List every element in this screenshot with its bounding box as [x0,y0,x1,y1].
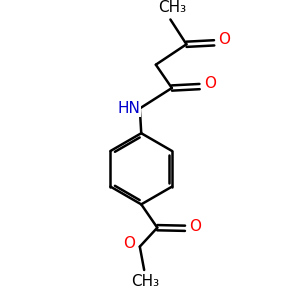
Text: CH₃: CH₃ [132,274,160,289]
Text: O: O [123,236,135,251]
Text: HN: HN [117,101,140,116]
Text: CH₃: CH₃ [158,0,186,15]
Text: O: O [218,32,230,47]
Text: O: O [204,76,216,91]
Text: O: O [189,219,201,234]
